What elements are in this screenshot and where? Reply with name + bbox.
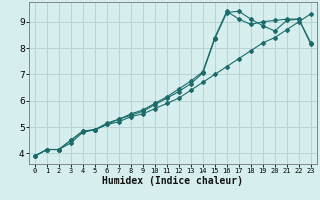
X-axis label: Humidex (Indice chaleur): Humidex (Indice chaleur): [102, 176, 243, 186]
